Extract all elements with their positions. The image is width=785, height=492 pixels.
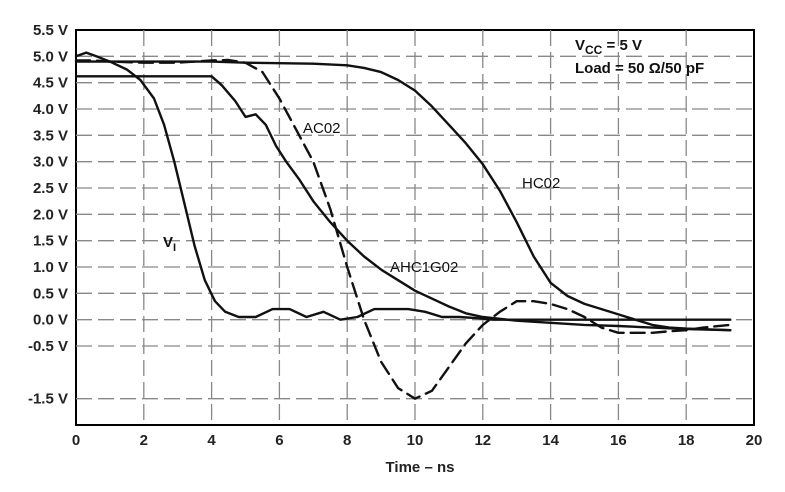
series-line-hc02 [74,60,732,332]
x-axis-label: Time – ns [386,459,455,476]
load-condition: Load = 50 Ω/50 pF [575,60,704,77]
y-tick-label: -1.5 V [28,391,68,408]
y-tick-label: 3.5 V [33,127,68,144]
series-label-ahc1g02: AHC1G02 [390,259,458,276]
y-tick-label: -0.5 V [28,338,68,355]
series-lines [74,51,732,400]
vi-subscript: I [173,242,176,254]
y-tick-label: 2.0 V [33,206,68,223]
y-tick-label: 5.5 V [33,22,68,39]
series-line-ahc1g02 [74,75,732,332]
x-tick-label: 14 [542,432,559,449]
x-tick-label: 18 [678,432,695,449]
series-label-hc02: HC02 [522,175,560,192]
x-tick-label: 8 [343,432,351,449]
vi-main: V [163,234,173,251]
x-tick-label: 6 [275,432,283,449]
series-line-vi [74,51,732,321]
x-tick-label: 20 [746,432,763,449]
x-tick-label: 10 [407,432,424,449]
y-tick-label: 1.5 V [33,233,68,250]
series-label-vi: VI [163,234,176,254]
y-tick-label: 4.0 V [33,101,68,118]
vcc-prefix: V [575,37,585,54]
x-tick-label: 4 [207,432,216,449]
vcc-subscript: CC [585,43,603,57]
x-tick-label: 12 [474,432,491,449]
y-tick-label: 2.5 V [33,180,68,197]
y-tick-label: 1.0 V [33,259,68,276]
y-tick-label: 0.0 V [33,312,68,329]
grid-lines [76,30,754,425]
y-tick-label: 4.5 V [33,75,68,92]
x-tick-labels: 0 2 4 6 8 10 12 14 16 18 20 [72,432,763,449]
y-tick-labels: 5.5 V 5.0 V 4.5 V 4.0 V 3.5 V 3.0 V 2.5 V 2.0 V… [28,22,68,408]
x-tick-label: 0 [72,432,80,449]
y-tick-label: 3.0 V [33,154,68,171]
x-tick-label: 2 [140,432,148,449]
y-tick-label: 5.0 V [33,48,68,65]
vcc-condition: VCC = 5 V [575,37,642,57]
vcc-suffix: = 5 V [602,37,642,54]
series-label-ac02: AC02 [303,120,341,137]
y-tick-label: 0.5 V [33,285,68,302]
x-tick-label: 16 [610,432,627,449]
series-line-ac02 [74,58,732,400]
